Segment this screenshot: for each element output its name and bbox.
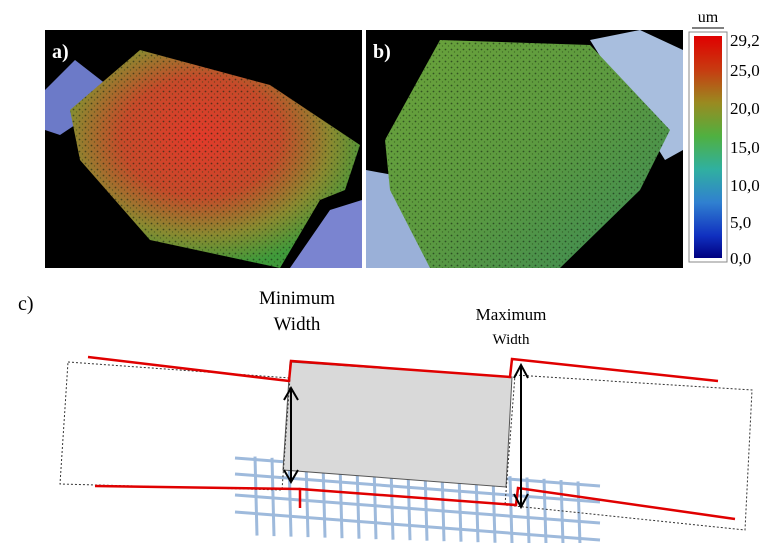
- colorbar-tick: 0,0: [730, 249, 751, 268]
- panel-b: b): [366, 30, 683, 268]
- colorbar-tick: 29,2: [730, 31, 760, 50]
- panel-c: c) Minimum Width Maximum Width: [18, 288, 752, 543]
- colorbar-tick: 5,0: [730, 213, 751, 232]
- colorbar: um 29,2 25,0 20,0 15,0 10,0 5,0 0,0: [689, 9, 760, 268]
- colorbar-unit: um: [698, 9, 719, 26]
- colorbar-tick: 20,0: [730, 99, 760, 118]
- panel-label: b): [373, 41, 391, 63]
- mesh-line: [544, 479, 546, 543]
- panel-label: a): [52, 41, 69, 63]
- mesh-line: [561, 480, 563, 543]
- colorbar-tick: 10,0: [730, 176, 760, 195]
- panel-a: a): [45, 30, 362, 268]
- max-width-label: Maximum: [476, 305, 547, 324]
- bottom-edge: [95, 486, 735, 519]
- mesh-line: [527, 477, 529, 543]
- overlap-area: [283, 362, 512, 487]
- mesh-line: [272, 458, 274, 536]
- mesh-line: [510, 476, 512, 543]
- mesh-line: [255, 457, 257, 536]
- colorbar-gradient: [694, 36, 722, 258]
- right-sheet: [505, 375, 752, 530]
- figure: a) b) um 29,2 25,0 20,0 15,0 10,0 5,0 0,…: [0, 0, 769, 543]
- colorbar-tick: 25,0: [730, 61, 760, 80]
- panel-label: c): [18, 293, 34, 315]
- max-width-label: Width: [493, 332, 530, 348]
- colorbar-tick: 15,0: [730, 138, 760, 157]
- min-width-label: Width: [274, 314, 321, 335]
- min-width-label: Minimum: [259, 288, 335, 309]
